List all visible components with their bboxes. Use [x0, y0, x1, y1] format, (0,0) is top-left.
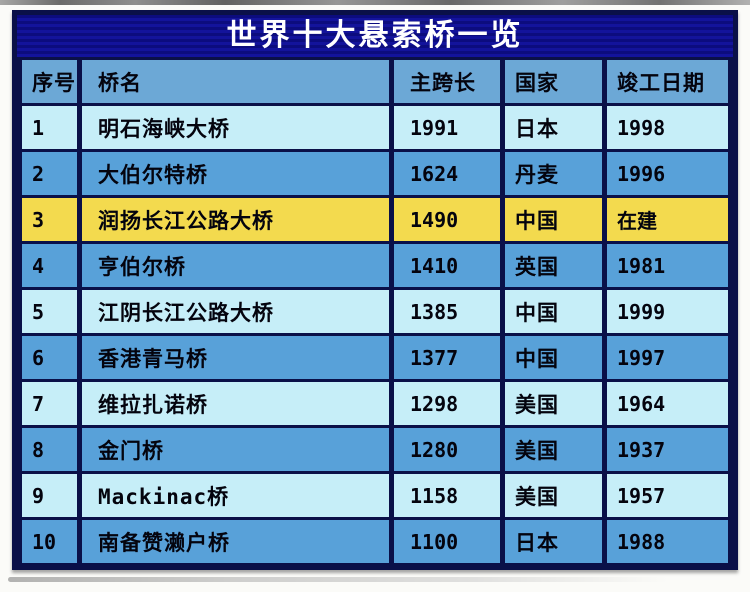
cell-rank: 7 [17, 379, 82, 428]
table-row: 5 江阴长江公路大桥 1385 中国 1999 [17, 287, 733, 336]
cell-rank: 9 [17, 471, 82, 520]
cell-country: 日本 [500, 517, 607, 566]
cell-rank: 1 [17, 103, 82, 152]
cell-rank: 8 [17, 425, 82, 474]
cell-bridge-name: 南备赞濑户桥 [77, 517, 394, 566]
cell-main-span: 1158 [389, 471, 505, 520]
table-row: 6 香港青马桥 1377 中国 1997 [17, 333, 733, 382]
table-row: 1 明石海峡大桥 1991 日本 1998 [17, 103, 733, 152]
cell-country: 中国 [500, 195, 607, 244]
header-main-span: 主跨长 [389, 57, 505, 106]
cell-country: 丹麦 [500, 149, 607, 198]
table-row: 8 金门桥 1280 美国 1937 [17, 425, 733, 474]
cell-completion-date: 1957 [602, 471, 733, 520]
header-country: 国家 [500, 57, 607, 106]
cell-main-span: 1377 [389, 333, 505, 382]
cell-completion-date: 1999 [602, 287, 733, 336]
cell-main-span: 1280 [389, 425, 505, 474]
cell-rank: 10 [17, 517, 82, 566]
scan-artifact-top [0, 0, 750, 5]
cell-bridge-name: 金门桥 [77, 425, 394, 474]
bridge-table-body: 1 明石海峡大桥 1991 日本 1998 2 大伯尔特桥 1624 丹麦 1996 3 润扬长江公路… [17, 103, 733, 566]
cell-bridge-name: 江阴长江公路大桥 [77, 287, 394, 336]
cell-country: 中国 [500, 287, 607, 336]
cell-bridge-name: 润扬长江公路大桥 [77, 195, 394, 244]
cell-completion-date: 1988 [602, 517, 733, 566]
cell-completion-date: 1997 [602, 333, 733, 382]
cell-bridge-name: 大伯尔特桥 [77, 149, 394, 198]
cell-main-span: 1100 [389, 517, 505, 566]
cell-main-span: 1624 [389, 149, 505, 198]
cell-rank: 4 [17, 241, 82, 290]
bridge-table-frame: 世界十大悬索桥一览 序号 桥名 主跨长 国家 竣工日期 1 明石海峡大桥 1991 日… [12, 10, 738, 570]
cell-bridge-name: 明石海峡大桥 [77, 103, 394, 152]
cell-rank: 6 [17, 333, 82, 382]
cell-main-span: 1298 [389, 379, 505, 428]
cell-country: 美国 [500, 471, 607, 520]
cell-bridge-name: Mackinac桥 [77, 471, 394, 520]
cell-country: 美国 [500, 425, 607, 474]
cell-bridge-name: 香港青马桥 [77, 333, 394, 382]
cell-country: 美国 [500, 379, 607, 428]
header-row: 序号 桥名 主跨长 国家 竣工日期 [17, 57, 733, 106]
cell-main-span: 1410 [389, 241, 505, 290]
cell-country: 英国 [500, 241, 607, 290]
table-title: 世界十大悬索桥一览 [17, 15, 733, 57]
header-rank: 序号 [17, 57, 82, 106]
cell-rank: 2 [17, 149, 82, 198]
cell-completion-date: 1998 [602, 103, 733, 152]
cell-bridge-name: 亨伯尔桥 [77, 241, 394, 290]
table-row: 4 亨伯尔桥 1410 英国 1981 [17, 241, 733, 290]
cell-main-span: 1385 [389, 287, 505, 336]
table-row: 10 南备赞濑户桥 1100 日本 1988 [17, 517, 733, 566]
cell-main-span: 1490 [389, 195, 505, 244]
header-bridge-name: 桥名 [77, 57, 394, 106]
table-row: 3 润扬长江公路大桥 1490 中国 在建 [17, 195, 733, 244]
cell-main-span: 1991 [389, 103, 505, 152]
table-row: 2 大伯尔特桥 1624 丹麦 1996 [17, 149, 733, 198]
cell-completion-date: 1981 [602, 241, 733, 290]
cell-completion-date: 1937 [602, 425, 733, 474]
cell-completion-date: 在建 [602, 195, 733, 244]
table-row: 7 维拉扎诺桥 1298 美国 1964 [17, 379, 733, 428]
scan-artifact-bottom [8, 577, 668, 582]
cell-completion-date: 1996 [602, 149, 733, 198]
table-row: 9 Mackinac桥 1158 美国 1957 [17, 471, 733, 520]
cell-country: 中国 [500, 333, 607, 382]
bridge-data-table: 序号 桥名 主跨长 国家 竣工日期 1 明石海峡大桥 1991 日本 1998 2 大伯尔特… [17, 57, 733, 566]
cell-rank: 3 [17, 195, 82, 244]
cell-country: 日本 [500, 103, 607, 152]
header-completion-date: 竣工日期 [602, 57, 733, 106]
cell-completion-date: 1964 [602, 379, 733, 428]
cell-bridge-name: 维拉扎诺桥 [77, 379, 394, 428]
cell-rank: 5 [17, 287, 82, 336]
